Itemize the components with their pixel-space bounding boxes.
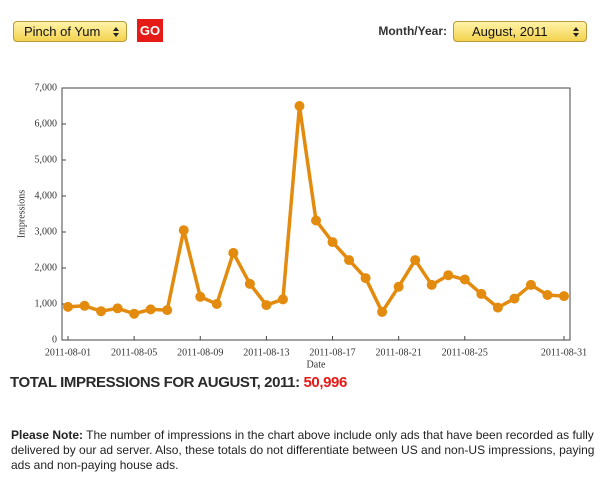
site-select[interactable]: Pinch of Yum <box>13 21 127 42</box>
point <box>410 255 421 266</box>
y-tick-label: 6,000 <box>35 118 58 129</box>
point <box>79 300 90 311</box>
y-tick-label: 3,000 <box>35 226 58 237</box>
y-tick-label: 5,000 <box>35 154 58 165</box>
point <box>294 101 305 111</box>
y-axis-label: Impressions <box>16 190 27 238</box>
point <box>542 290 553 300</box>
y-tick-label: 7,000 <box>35 82 58 93</box>
point <box>228 247 239 258</box>
site-select-text: Pinch of Yum <box>24 24 101 39</box>
y-tick-label: 0 <box>52 334 57 345</box>
note: Please Note: The number of impressions i… <box>11 428 609 473</box>
y-tick-label: 1,000 <box>35 298 58 309</box>
month-select[interactable]: August, 2011 <box>453 21 587 42</box>
point <box>559 291 569 302</box>
point <box>112 303 123 314</box>
x-axis-label: Date <box>307 359 326 370</box>
x-tick-label: 2011-08-01 <box>45 347 91 358</box>
point <box>426 279 437 290</box>
point <box>129 308 140 319</box>
point <box>261 300 272 311</box>
y-tick-label: 4,000 <box>35 190 58 201</box>
point <box>211 299 222 309</box>
total-value: 50,996 <box>303 374 347 391</box>
point <box>377 306 388 317</box>
point <box>492 302 503 313</box>
x-tick-label: 2011-08-13 <box>243 347 289 358</box>
point <box>344 255 355 266</box>
total-impressions: TOTAL IMPRESSIONS FOR AUGUST, 2011: 50,9… <box>10 374 347 391</box>
plot-frame <box>61 87 571 341</box>
line <box>67 104 565 316</box>
chart: Date Impressions 0 1,000 2,000 3,000 4,000 5,… <box>16 82 587 370</box>
point <box>195 291 206 302</box>
point <box>178 225 189 236</box>
month-label: Month/Year: <box>378 24 447 38</box>
month-select-text: August, 2011 <box>472 24 548 39</box>
select-arrows <box>573 27 579 37</box>
go-button[interactable]: GO <box>137 19 163 42</box>
point <box>327 237 338 248</box>
x-tick-label: 2011-08-25 <box>442 347 488 358</box>
point <box>443 270 454 281</box>
point <box>476 288 487 299</box>
total-label: TOTAL IMPRESSIONS FOR AUGUST, 2011: <box>10 374 300 391</box>
point <box>360 273 371 284</box>
x-tick-label: 2011-08-31 <box>541 347 587 358</box>
x-tick-label: 2011-08-05 <box>111 347 157 358</box>
point <box>145 304 156 315</box>
point <box>63 301 73 312</box>
point <box>96 306 107 317</box>
point <box>311 215 321 226</box>
x-tick-label: 2011-08-09 <box>177 347 223 358</box>
select-arrows <box>113 27 119 37</box>
x-tick-label: 2011-08-21 <box>376 347 422 358</box>
y-tick-label: 2,000 <box>35 262 58 273</box>
point <box>459 274 470 285</box>
point <box>393 281 404 292</box>
note-text: The number of impressions in the chart a… <box>11 428 595 472</box>
point <box>162 305 173 316</box>
point <box>277 294 288 305</box>
x-tick-label: 2011-08-17 <box>309 347 355 358</box>
point <box>244 278 255 289</box>
point <box>509 293 520 304</box>
point <box>525 279 536 290</box>
note-label: Please Note: <box>11 428 84 442</box>
